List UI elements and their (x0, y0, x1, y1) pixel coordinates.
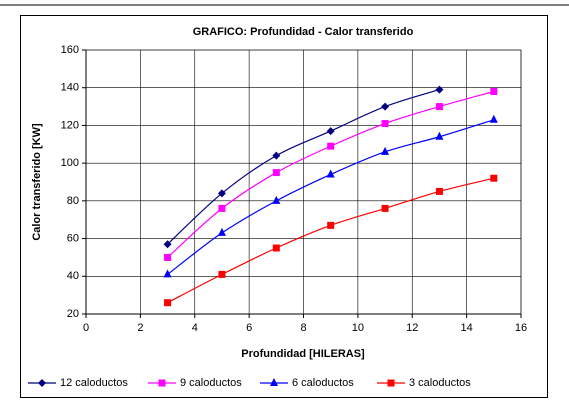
marker (435, 187, 443, 195)
x-tick-label: 4 (192, 322, 198, 334)
marker (381, 120, 389, 128)
legend-label: 9 caloductos (180, 377, 242, 389)
marker (381, 102, 390, 111)
marker (272, 169, 280, 177)
x-tick-label: 2 (137, 322, 143, 334)
legend-marker (387, 379, 395, 387)
y-tick-label: 20 (67, 308, 79, 320)
marker (326, 169, 335, 178)
marker (490, 174, 498, 182)
y-tick-label: 160 (61, 44, 79, 56)
y-tick-label: 40 (67, 270, 79, 282)
y-tick-label: 100 (61, 157, 79, 169)
marker (217, 227, 226, 236)
x-tick-label: 6 (246, 322, 252, 334)
y-tick-label: 80 (67, 195, 79, 207)
legend-marker (158, 379, 166, 387)
chart-title: GRAFICO: Profundidad - Calor transferido (193, 26, 414, 38)
legend-label: 3 caloductos (409, 377, 471, 389)
y-axis-label: Calor transferido [KW] (31, 123, 43, 241)
marker (435, 131, 444, 140)
marker (327, 221, 335, 229)
marker (435, 85, 444, 94)
marker (164, 253, 172, 261)
marker (489, 114, 498, 123)
marker (272, 151, 281, 160)
legend-label: 6 caloductos (292, 377, 354, 389)
x-tick-label: 10 (352, 322, 364, 334)
x-axis-label: Profundidad [HILERAS] (241, 348, 365, 360)
legend-marker (270, 378, 278, 386)
marker (163, 269, 172, 278)
marker (164, 299, 172, 307)
x-tick-label: 0 (83, 322, 89, 334)
marker (217, 189, 226, 198)
marker (381, 146, 390, 155)
y-tick-label: 60 (67, 232, 79, 244)
marker (272, 244, 280, 252)
y-tick-label: 120 (61, 119, 79, 131)
legend-label: 12 caloductos (60, 377, 128, 389)
x-tick-label: 14 (461, 322, 473, 334)
marker (326, 127, 335, 136)
marker (381, 204, 389, 212)
x-tick-label: 8 (300, 322, 306, 334)
marker (163, 240, 172, 249)
marker (218, 204, 226, 212)
marker (327, 142, 335, 150)
marker (218, 270, 226, 278)
legend-marker (38, 379, 46, 387)
marker (435, 103, 443, 111)
y-tick-label: 140 (61, 82, 79, 94)
x-tick-label: 12 (406, 322, 418, 334)
marker (272, 195, 281, 204)
marker (490, 87, 498, 95)
x-tick-label: 16 (515, 322, 527, 334)
